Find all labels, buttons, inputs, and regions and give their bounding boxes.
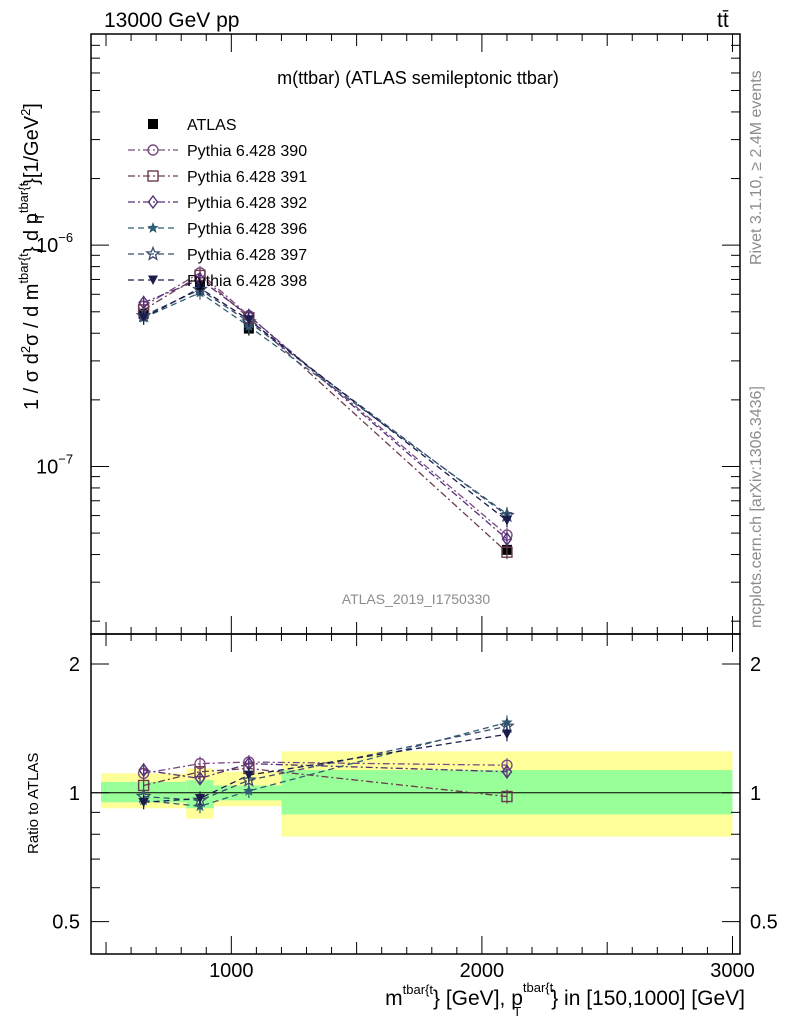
ratio-line-p396 [143,721,508,807]
main-ytick-label-1: 10−7 [36,451,73,478]
main-line-p397 [143,288,508,517]
main-series-markers [135,265,515,560]
xtick-label-2: 3000 [710,960,755,982]
analysis-id-label: ATLAS_2019_I1750330 [342,591,491,607]
ratio-y-axis-label: Ratio to ATLAS [25,753,42,854]
ratio-point-p391-3 [501,790,513,803]
ylabel-part-6: T [32,213,47,221]
ratio-point-p398-1 [195,793,206,804]
ratio-point-p392-1 [194,771,206,786]
ratio-panel-frame [90,633,741,955]
main-point-p398-0 [138,313,149,323]
ylabel-part-9: ] [21,103,43,109]
ratio-point-p392-3 [501,764,513,779]
ratio-ytick-label-left-0: 0.5 [52,912,80,934]
axis-ticks [91,33,740,954]
legend-label-p397: Pythia 6.428 397 [187,247,307,264]
main-point-p392-3 [501,531,513,547]
xlabel-part-0: m [385,987,403,1010]
legend: ATLAS Pythia 6.428 390 Pythia 6.428 391 Pyt… [128,117,307,290]
axis-tick-labels: 10−6 10−7 1000 2000 3000 0.5 0.5 1 1 2 2 [36,230,778,982]
ratio-point-p392-0 [138,762,149,778]
legend-label-p392: Pythia 6.428 392 [187,195,307,212]
header-left: 13000 GeV pp [104,9,239,32]
main-line-p391 [143,274,508,553]
xtick-label-1: 2000 [460,960,505,982]
ylabel-part-5: tbar{t [16,182,31,213]
xtick-label-0: 1000 [209,960,254,982]
legend-marker-p398 [148,275,158,285]
legend-marker-p397 [145,245,161,261]
main-line-p392 [143,278,508,540]
legend-marker-p391 [147,170,159,182]
main-ytick-label-0: 10−6 [36,230,73,257]
xlabel-part-3: tbar{t [523,980,554,995]
ylabel-part-4: } d p [21,213,43,253]
ratio-point-p398-2 [243,770,254,781]
header-right: tt̄ [717,9,729,32]
ratio-ytick-label-right-1: 1 [750,783,761,805]
ylabel-part-0: 1 / σ d [21,353,43,410]
legend-marker-p392 [147,194,159,210]
main-line-p396 [143,291,508,515]
main-point-p398-1 [195,283,206,294]
ratio-line-p390 [143,761,507,775]
main-point-p398-3 [501,516,512,526]
ylabel-part-8: 2 [18,109,33,116]
ylabel-part-1: 2 [18,346,33,353]
ratio-line-p397 [143,725,508,802]
main-line-p398 [143,287,508,522]
legend-marker-p390 [147,144,159,156]
xlabel-part-4: T [513,1004,521,1019]
ratio-series-lines [143,721,508,807]
legend-marker-p396 [147,222,159,233]
side-label-mcplots: mcplots.cern.ch [arXiv:1306.3436] [748,386,765,628]
xlabel-part-5: } in [150,1000] [GeV] [551,987,745,1010]
legend-marker-data [148,119,158,129]
ratio-ytick-label-left-2: 2 [69,654,80,676]
ylabel-part-3: tbar{t [16,253,31,284]
main-y-axis-label: 1 / σ d2σ / d mtbar{t} d ptbar{tT}[1/GeV… [16,103,47,410]
legend-label-data: ATLAS [187,117,237,134]
ratio-point-p398-0 [138,797,149,808]
ratio-point-p396-2 [243,784,255,796]
ratio-ytick-label-right-2: 2 [750,654,761,676]
legend-label-p390: Pythia 6.428 390 [187,143,307,160]
main-series-lines [143,272,508,553]
ratio-line-p398 [143,733,508,803]
xlabel-part-1: tbar{t [403,982,434,997]
main-plot-title: m(ttbar) (ATLAS semileptonic ttbar) [277,68,559,88]
ratio-point-p398-3 [501,729,512,740]
x-axis-label: mtbar{t} [GeV], ptbar{t T} in [150,1000] … [385,980,745,1019]
ratio-line-p391 [143,767,508,798]
ratio-ytick-label-right-0: 0.5 [750,912,778,934]
legend-label-p398: Pythia 6.428 398 [187,273,307,290]
main-point-p391-3 [501,546,513,558]
ratio-ytick-label-left-1: 1 [69,783,80,805]
legend-label-p391: Pythia 6.428 391 [187,169,307,186]
legend-label-p396: Pythia 6.428 396 [187,221,307,238]
xlabel-part-2: } [GeV], p [433,987,523,1010]
side-label-rivet: Rivet 3.1.10, ≥ 2.4M events [748,70,765,265]
main-point-p398-2 [243,315,254,325]
ylabel-part-7: }[1/GeV [21,115,43,185]
main-line-p390 [143,272,508,536]
ratio-point-p397-2 [240,771,257,787]
ylabel-part-2: σ / d m [21,284,43,346]
ratio-series-markers [135,715,515,814]
